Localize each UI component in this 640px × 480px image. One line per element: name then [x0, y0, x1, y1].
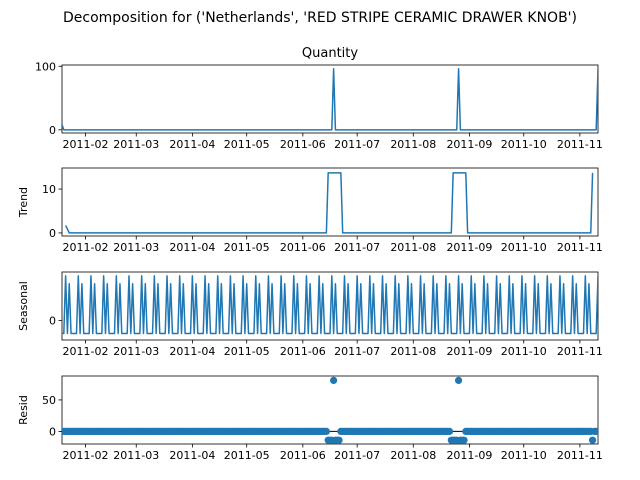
x-tick-label: 2011-07: [334, 138, 380, 151]
x-tick-label: 2011-06: [280, 241, 326, 254]
y-tick-label: 100: [35, 60, 56, 73]
axes-frame: [61, 375, 599, 445]
x-tick-label: 2011-09: [446, 345, 492, 358]
x-tick-label: 2011-07: [334, 241, 380, 254]
panel-1: Quantity 0 100 2011-02 2011-03 2011-04 2011-05…: [35, 46, 603, 151]
y-tick-label: 10: [42, 183, 56, 196]
y-axis-label: Seasonal: [17, 281, 30, 331]
plot-area: [62, 376, 598, 444]
plot-area: [62, 68, 598, 131]
x-tick-label: 2011-08: [390, 449, 436, 462]
x-tick-label: 2011-07: [334, 345, 380, 358]
x-tick-label: 2011-04: [169, 345, 215, 358]
x-tick-label: 2011-04: [169, 138, 215, 151]
x-tick-label: 2011-03: [113, 345, 159, 358]
y-tick-label: 0: [49, 425, 56, 438]
x-tick-label: 2011-05: [224, 241, 270, 254]
y-axis-label: Trend: [17, 187, 30, 218]
x-tick-label: 2011-10: [501, 241, 547, 254]
resid-point: [445, 427, 454, 436]
x-tick-label: 2011-11: [557, 241, 603, 254]
panel-title: Quantity: [302, 46, 358, 61]
x-tick-label: 2011-03: [113, 138, 159, 151]
plot-area: [64, 172, 594, 234]
axes-frame: [61, 271, 599, 341]
x-tick-label: 2011-10: [501, 449, 547, 462]
x-tick-label: 2011-10: [501, 138, 547, 151]
x-tick-label: 2011-08: [390, 345, 436, 358]
resid-point: [454, 376, 463, 385]
panel-4: Resid 0 50 2011-02 2011-03 2011-04 2011-05 2011…: [17, 375, 603, 462]
x-tick-label: 2011-08: [390, 241, 436, 254]
y-tick-label: 0: [49, 124, 56, 137]
x-tick-label: 2011-08: [390, 138, 436, 151]
panel-2: Trend 0 10 2011-02 2011-03 2011-04 2011-05 2011…: [17, 167, 603, 254]
x-tick-label: 2011-02: [63, 138, 109, 151]
x-tick-label: 2011-10: [501, 345, 547, 358]
x-tick-label: 2011-09: [446, 241, 492, 254]
figure-suptitle: Decomposition for ('Netherlands', 'RED S…: [63, 10, 577, 26]
x-tick-label: 2011-11: [557, 345, 603, 358]
x-tick-label: 2011-03: [113, 449, 159, 462]
x-tick-label: 2011-02: [63, 345, 109, 358]
series-line: [64, 172, 594, 234]
x-tick-label: 2011-07: [334, 449, 380, 462]
seasonal-line: [62, 275, 598, 335]
resid-point: [592, 427, 598, 436]
resid-point: [335, 436, 343, 444]
x-tick-label: 2011-09: [446, 138, 492, 151]
x-tick-label: 2011-04: [169, 449, 215, 462]
x-tick-label: 2011-02: [63, 449, 109, 462]
y-tick-label: 0: [49, 314, 56, 327]
x-tick-label: 2011-05: [224, 138, 270, 151]
resid-point: [588, 436, 597, 444]
x-tick-label: 2011-06: [280, 449, 326, 462]
y-axis-label: Resid: [17, 395, 30, 425]
plot-area: [62, 275, 598, 335]
axes-frame: [61, 167, 599, 237]
x-tick-label: 2011-11: [557, 449, 603, 462]
resid-point: [322, 427, 330, 436]
x-tick-label: 2011-04: [169, 241, 215, 254]
y-tick-label: 50: [42, 394, 56, 407]
resid-point: [330, 376, 338, 385]
x-tick-label: 2011-06: [280, 138, 326, 151]
axes-frame: [61, 64, 599, 134]
x-tick-label: 2011-05: [224, 345, 270, 358]
resid-point: [460, 436, 468, 444]
y-tick-label: 0: [49, 227, 56, 240]
x-tick-label: 2011-11: [557, 138, 603, 151]
x-tick-label: 2011-03: [113, 241, 159, 254]
x-tick-label: 2011-05: [224, 449, 270, 462]
series-line: [62, 68, 598, 131]
x-tick-label: 2011-09: [446, 449, 492, 462]
x-tick-label: 2011-02: [63, 241, 109, 254]
x-tick-label: 2011-06: [280, 345, 326, 358]
panel-3: Seasonal 0 2011-02 2011-03 2011-04 2011-05 201…: [17, 271, 603, 358]
